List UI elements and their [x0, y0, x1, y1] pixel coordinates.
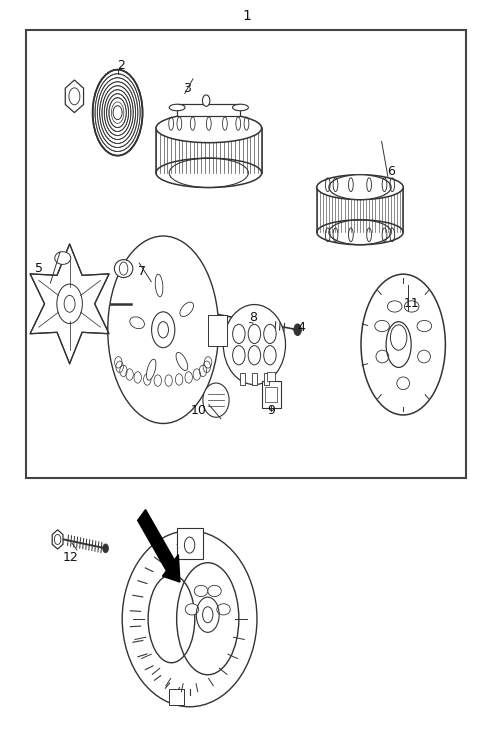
Ellipse shape [217, 604, 230, 615]
Ellipse shape [232, 104, 249, 110]
Text: 1: 1 [243, 10, 252, 23]
Ellipse shape [317, 175, 403, 199]
Ellipse shape [203, 383, 229, 417]
Bar [208, 315, 227, 346]
FancyArrow shape [138, 510, 180, 582]
Circle shape [203, 607, 213, 622]
Ellipse shape [177, 562, 239, 675]
Ellipse shape [418, 350, 431, 363]
Ellipse shape [223, 305, 286, 385]
Circle shape [57, 284, 83, 324]
Circle shape [64, 296, 75, 312]
Ellipse shape [55, 252, 71, 265]
Bar [26, 30, 466, 478]
Circle shape [233, 345, 245, 365]
Bar [169, 689, 184, 705]
Text: 10: 10 [191, 404, 207, 417]
Text: 8: 8 [249, 310, 257, 324]
Circle shape [264, 345, 276, 365]
Bar [156, 128, 262, 173]
Ellipse shape [155, 274, 163, 297]
Ellipse shape [376, 350, 389, 363]
Text: 12: 12 [63, 551, 79, 564]
Circle shape [264, 325, 276, 344]
Bar [262, 381, 281, 408]
Ellipse shape [176, 353, 188, 370]
Ellipse shape [130, 317, 144, 329]
Bar [240, 373, 245, 385]
Circle shape [233, 325, 245, 344]
Ellipse shape [361, 274, 445, 415]
Text: 4: 4 [297, 321, 305, 334]
Ellipse shape [329, 175, 391, 199]
Polygon shape [30, 244, 109, 364]
Ellipse shape [146, 359, 156, 380]
Polygon shape [52, 530, 63, 549]
Ellipse shape [93, 70, 143, 156]
Bar [177, 528, 203, 559]
Ellipse shape [108, 236, 219, 424]
Ellipse shape [375, 320, 389, 332]
Bar [252, 373, 257, 385]
Text: 6: 6 [387, 165, 395, 179]
Bar [317, 187, 403, 232]
Circle shape [103, 544, 108, 553]
Circle shape [152, 312, 175, 348]
Ellipse shape [405, 301, 419, 312]
Text: 11: 11 [404, 297, 420, 310]
Circle shape [158, 322, 168, 338]
Bar [177, 104, 240, 116]
Polygon shape [65, 80, 84, 113]
Text: 5: 5 [36, 262, 43, 275]
Ellipse shape [122, 531, 257, 707]
Ellipse shape [156, 113, 262, 143]
Circle shape [294, 324, 301, 336]
Ellipse shape [417, 320, 432, 332]
Circle shape [248, 345, 261, 365]
Circle shape [113, 106, 122, 119]
Bar [265, 387, 277, 402]
Text: 2: 2 [118, 59, 125, 72]
Ellipse shape [185, 604, 199, 615]
Ellipse shape [114, 259, 133, 278]
Bar [264, 373, 269, 385]
Circle shape [248, 325, 261, 344]
Ellipse shape [194, 585, 208, 597]
Circle shape [120, 262, 128, 275]
Ellipse shape [169, 104, 185, 110]
Circle shape [203, 95, 210, 107]
Ellipse shape [180, 302, 193, 316]
Ellipse shape [387, 301, 402, 312]
Ellipse shape [397, 377, 409, 390]
Ellipse shape [208, 585, 221, 597]
Bar [267, 372, 275, 381]
Text: 3: 3 [183, 82, 191, 96]
Text: 7: 7 [138, 265, 146, 279]
Text: 9: 9 [267, 404, 275, 417]
